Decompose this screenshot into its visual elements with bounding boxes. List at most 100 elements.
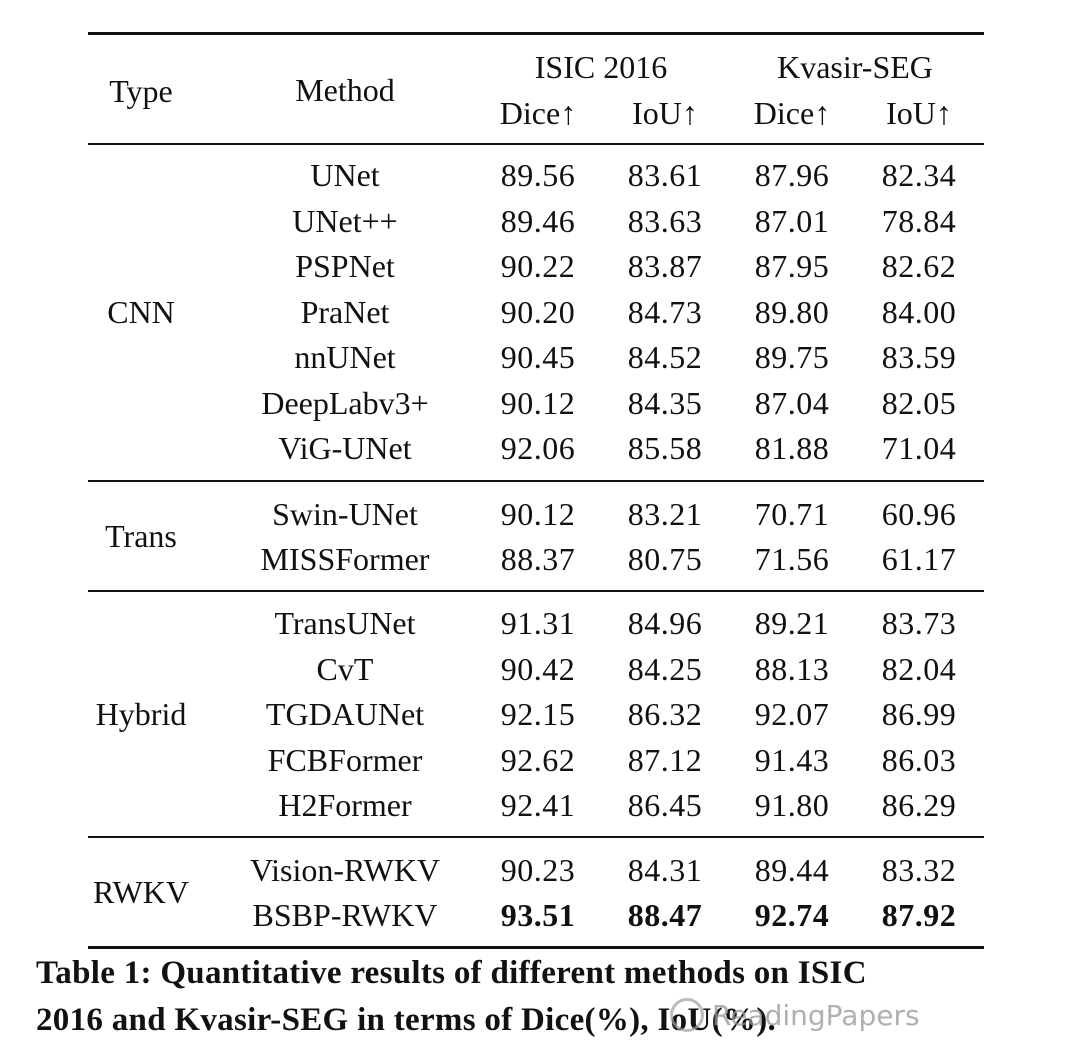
header-kvasir-dice: Dice↑ xyxy=(753,95,831,131)
value-cell: 89.21 xyxy=(754,605,830,641)
value-cell: 92.15 xyxy=(500,696,576,732)
value-cell: 78.84 xyxy=(881,203,957,239)
method-cell: ViG-UNet xyxy=(278,430,412,466)
value-cell: 71.04 xyxy=(881,430,957,466)
method-cell: BSBP-RWKV xyxy=(252,897,438,933)
value-cell: 84.52 xyxy=(627,339,703,375)
watermark: ReadingPapers xyxy=(670,998,920,1032)
value-cell: 90.12 xyxy=(500,496,576,532)
value-cell: 92.06 xyxy=(500,430,576,466)
value-cell: 90.42 xyxy=(500,651,576,687)
method-cell: nnUNet xyxy=(294,339,396,375)
watermark-text: ReadingPapers xyxy=(712,998,920,1032)
header-kvasir-iou: IoU↑ xyxy=(886,95,952,131)
value-cell: 84.96 xyxy=(627,605,703,641)
method-cell: CvT xyxy=(316,651,374,687)
value-cell: 60.96 xyxy=(881,496,957,532)
value-cell: 92.07 xyxy=(754,696,830,732)
table-caption: Table 1: Quantitative results of differe… xyxy=(36,950,1046,1044)
method-cell: Vision-RWKV xyxy=(249,852,441,888)
caption-line-1: Table 1: Quantitative results of differe… xyxy=(36,955,867,991)
value-cell: 92.62 xyxy=(500,742,576,778)
value-cell: 91.80 xyxy=(754,787,830,823)
value-cell: 82.34 xyxy=(881,157,957,193)
value-cell: 86.99 xyxy=(881,696,957,732)
value-cell: 91.43 xyxy=(754,742,830,778)
value-cell: 87.01 xyxy=(754,203,830,239)
value-cell: 87.95 xyxy=(754,248,830,284)
value-cell: 83.61 xyxy=(627,157,703,193)
group-rule-trans xyxy=(88,480,984,482)
value-cell: 83.73 xyxy=(881,605,957,641)
value-cell: 83.59 xyxy=(881,339,957,375)
value-cell: 89.56 xyxy=(500,157,576,193)
value-cell: 88.13 xyxy=(754,651,830,687)
header-method: Method xyxy=(295,72,395,108)
value-cell: 87.12 xyxy=(627,742,703,778)
value-cell: 61.17 xyxy=(881,541,957,577)
method-cell: DeepLabv3+ xyxy=(261,385,429,421)
value-cell: 84.35 xyxy=(627,385,703,421)
value-cell: 89.46 xyxy=(500,203,576,239)
value-cell: 87.92 xyxy=(881,897,957,933)
value-cell: 84.31 xyxy=(627,852,703,888)
value-cell: 83.87 xyxy=(627,248,703,284)
method-cell: TGDAUNet xyxy=(265,696,425,732)
top-rule xyxy=(88,32,984,35)
value-cell: 83.21 xyxy=(627,496,703,532)
value-cell: 88.37 xyxy=(500,541,576,577)
method-cell: UNet++ xyxy=(292,203,398,239)
method-cell: TransUNet xyxy=(274,605,416,641)
method-cell: Swin-UNet xyxy=(272,496,418,532)
bottom-rule xyxy=(88,946,984,949)
value-cell: 87.04 xyxy=(754,385,830,421)
value-cell: 82.05 xyxy=(881,385,957,421)
value-cell: 80.75 xyxy=(627,541,703,577)
value-cell: 84.73 xyxy=(627,294,703,330)
header-isic-iou: IoU↑ xyxy=(632,95,698,131)
value-cell: 89.75 xyxy=(754,339,830,375)
value-cell: 92.74 xyxy=(754,897,830,933)
value-cell: 92.41 xyxy=(500,787,576,823)
value-cell: 85.58 xyxy=(627,430,703,466)
value-cell: 84.25 xyxy=(627,651,703,687)
value-cell: 90.23 xyxy=(500,852,576,888)
value-cell: 90.20 xyxy=(500,294,576,330)
value-cell: 90.12 xyxy=(500,385,576,421)
method-cell: PraNet xyxy=(300,294,390,330)
value-cell: 88.47 xyxy=(627,897,703,933)
method-cell: PSPNet xyxy=(295,248,395,284)
value-cell: 91.31 xyxy=(500,605,576,641)
type-label-cnn: CNN xyxy=(107,294,175,330)
value-cell: 86.45 xyxy=(627,787,703,823)
method-cell: FCBFormer xyxy=(267,742,423,778)
value-cell: 87.96 xyxy=(754,157,830,193)
type-label-rwkv: RWKV xyxy=(93,874,189,910)
group-rule-hybrid xyxy=(88,590,984,592)
header-isic-2016: ISIC 2016 xyxy=(534,49,668,85)
value-cell: 86.32 xyxy=(627,696,703,732)
value-cell: 81.88 xyxy=(754,430,830,466)
value-cell: 83.63 xyxy=(627,203,703,239)
value-cell: 93.51 xyxy=(500,897,576,933)
method-cell: H2Former xyxy=(278,787,412,823)
value-cell: 83.32 xyxy=(881,852,957,888)
value-cell: 86.03 xyxy=(881,742,957,778)
header-type: Type xyxy=(109,73,173,109)
value-cell: 89.80 xyxy=(754,294,830,330)
value-cell: 82.04 xyxy=(881,651,957,687)
value-cell: 82.62 xyxy=(881,248,957,284)
value-cell: 71.56 xyxy=(754,541,830,577)
value-cell: 90.45 xyxy=(500,339,576,375)
caption-line-2: 2016 and Kvasir-SEG in terms of Dice(%),… xyxy=(36,1002,777,1038)
wechat-logo-icon xyxy=(670,998,704,1032)
value-cell: 89.44 xyxy=(754,852,830,888)
type-label-trans: Trans xyxy=(105,518,177,554)
header-rule xyxy=(88,143,984,145)
group-rule-rwkv xyxy=(88,836,984,838)
method-cell: UNet xyxy=(310,157,380,193)
header-kvasir-seg: Kvasir-SEG xyxy=(777,49,933,85)
method-cell: MISSFormer xyxy=(260,541,430,577)
header-isic-dice: Dice↑ xyxy=(499,95,577,131)
value-cell: 86.29 xyxy=(881,787,957,823)
